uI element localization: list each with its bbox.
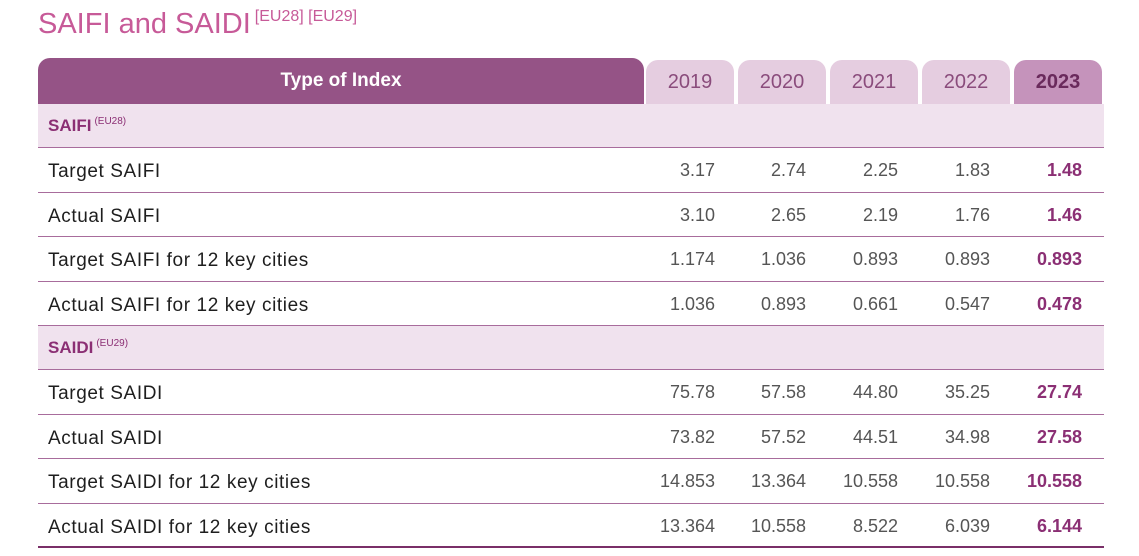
value-cell: 44.51 [852, 426, 898, 447]
value-cell: 1.76 [954, 204, 990, 225]
header-type-of-index: Type of Index [38, 58, 644, 104]
value-cell: 73.82 [669, 426, 715, 447]
section-label: SAIDI (EU29) [48, 338, 129, 357]
value-cell: 3.10 [679, 204, 715, 225]
row-label: Actual SAIDI [48, 427, 163, 449]
table-header-row: Type of Index 2019 2020 2021 2022 2023 [38, 58, 1104, 104]
value-cell: 6.039 [944, 515, 990, 536]
value-cell: 2.65 [770, 204, 806, 225]
value-cell: 13.364 [750, 471, 806, 491]
value-cell-current: 1.46 [1046, 204, 1082, 225]
value-cell: 10.558 [842, 471, 898, 491]
header-year-2022: 2022 [922, 60, 1010, 104]
row-label: Target SAIFI for 12 key cities [48, 250, 309, 271]
table-row: Actual SAIFI for 12 key cities 1.036 0.8… [38, 282, 1104, 326]
value-cell: 2.25 [862, 160, 898, 180]
value-cell: 2.19 [862, 204, 898, 225]
row-label: Target SAIDI for 12 key cities [48, 472, 311, 493]
value-cell: 75.78 [669, 382, 715, 402]
value-cell: 1.83 [954, 160, 990, 180]
table-row: Actual SAIDI 73.82 57.52 44.51 34.98 27.… [38, 415, 1104, 459]
section-row-saidi: SAIDI (EU29) [38, 326, 1104, 370]
value-cell-current: 27.74 [1036, 382, 1082, 402]
value-cell: 1.036 [669, 293, 715, 314]
header-year-2019: 2019 [646, 60, 734, 104]
table-row: Target SAIDI for 12 key cities 14.853 13… [38, 459, 1104, 504]
row-label: Actual SAIFI for 12 key cities [48, 294, 309, 316]
value-cell-current: 1.48 [1046, 160, 1082, 180]
row-label: Target SAIFI [48, 161, 161, 182]
saifi-saidi-table: Type of Index 2019 2020 2021 2022 2023 S… [38, 58, 1104, 548]
value-cell: 44.80 [852, 382, 898, 402]
section-ref: (EU29) [96, 338, 129, 349]
value-cell: 0.893 [852, 249, 898, 269]
section-label: SAIFI (EU28) [48, 116, 127, 135]
value-cell: 10.558 [750, 515, 806, 536]
value-cell: 0.547 [944, 293, 990, 314]
table-row: Target SAIFI for 12 key cities 1.174 1.0… [38, 237, 1104, 282]
header-year-2020: 2020 [738, 60, 826, 104]
value-cell: 0.893 [944, 249, 990, 269]
table-row: Actual SAIDI for 12 key cities 13.364 10… [38, 504, 1104, 548]
value-cell: 1.174 [669, 249, 715, 269]
value-cell: 3.17 [679, 160, 715, 180]
row-label: Actual SAIFI [48, 205, 161, 227]
value-cell-current: 27.58 [1036, 426, 1082, 447]
value-cell: 10.558 [934, 471, 990, 491]
section-ref: (EU28) [94, 116, 127, 127]
table-row: Actual SAIFI 3.10 2.65 2.19 1.76 1.46 [38, 193, 1104, 237]
row-label: Actual SAIDI for 12 key cities [48, 516, 311, 538]
value-cell: 8.522 [852, 515, 898, 536]
value-cell: 57.58 [760, 382, 806, 402]
table-row: Target SAIDI 75.78 57.58 44.80 35.25 27.… [38, 370, 1104, 415]
value-cell: 0.661 [852, 293, 898, 314]
value-cell: 57.52 [760, 426, 806, 447]
page-title-text: SAIFI and SAIDI [38, 8, 251, 40]
value-cell-current: 0.478 [1036, 293, 1082, 314]
page-title: SAIFI and SAIDI [EU28] [EU29] [38, 8, 357, 41]
table-row: Target SAIFI 3.17 2.74 2.25 1.83 1.48 [38, 148, 1104, 193]
value-cell-current: 10.558 [1026, 471, 1082, 491]
section-row-saifi: SAIFI (EU28) [38, 104, 1104, 148]
value-cell: 1.036 [760, 249, 806, 269]
value-cell: 35.25 [944, 382, 990, 402]
value-cell: 34.98 [944, 426, 990, 447]
value-cell: 14.853 [659, 471, 715, 491]
value-cell-current: 0.893 [1036, 249, 1082, 269]
row-label: Target SAIDI [48, 383, 163, 404]
value-cell: 13.364 [659, 515, 715, 536]
value-cell: 2.74 [770, 160, 806, 180]
header-year-2021: 2021 [830, 60, 918, 104]
value-cell: 0.893 [760, 293, 806, 314]
page-title-refs: [EU28] [EU29] [254, 8, 358, 25]
value-cell-current: 6.144 [1036, 515, 1082, 536]
header-year-2023: 2023 [1014, 60, 1102, 104]
